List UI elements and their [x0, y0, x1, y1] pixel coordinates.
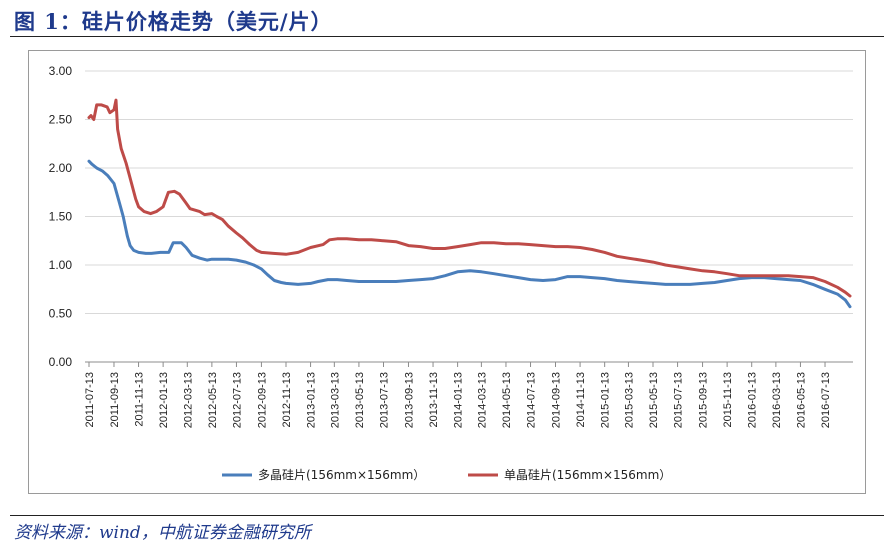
x-tick-label: 2012-01-13: [158, 372, 170, 428]
x-tick-label: 2015-01-13: [600, 372, 612, 428]
x-tick-label: 2013-01-13: [306, 372, 318, 428]
axes: [85, 361, 853, 367]
x-tick-labels: 2011-07-13 2011-09-13 2011-11-13 2012-01-13…: [84, 372, 832, 428]
series-line-poly: [87, 159, 852, 309]
x-tick-label: 2014-11-13: [575, 372, 587, 427]
x-tick-label: 2011-09-13: [109, 372, 121, 427]
source-label: 资料来源：: [14, 523, 99, 543]
x-tick-label: 2012-07-13: [231, 372, 243, 428]
source-rule: [10, 515, 884, 516]
y-tick-label: 0.50: [49, 307, 73, 321]
x-tick-label: 2016-01-13: [747, 372, 759, 428]
gridlines: [85, 70, 853, 314]
x-tick-label: 2015-07-13: [673, 372, 685, 428]
x-tick-label: 2016-07-13: [820, 372, 832, 428]
x-tick-label: 2011-11-13: [134, 372, 146, 427]
y-tick-label: 2.50: [49, 113, 73, 127]
legend: 多晶硅片(156mm×156mm） 单晶硅片(156mm×156mm）: [222, 468, 671, 482]
x-tick-label: 2014-07-13: [526, 372, 538, 428]
x-tick-label: 2015-05-13: [648, 372, 660, 428]
x-tick-label: 2014-09-13: [551, 372, 563, 428]
x-tick-label: 2012-11-13: [281, 372, 293, 427]
x-tick-label: 2012-03-13: [182, 372, 194, 428]
x-tick-label: 2014-01-13: [453, 372, 465, 428]
x-tick-label: 2014-05-13: [501, 372, 513, 428]
x-tick-label: 2015-11-13: [722, 372, 734, 427]
y-tick-labels: 3.00 2.50 2.00 1.50 1.00 0.50 0.00: [49, 64, 73, 369]
title-rule: [10, 36, 884, 37]
x-tick-label: 2012-09-13: [256, 372, 268, 428]
x-tick-label: 2012-05-13: [207, 372, 219, 428]
y-tick-label: 1.50: [49, 210, 73, 224]
source-note: 资料来源：wind，中航证券金融研究所: [14, 518, 311, 543]
x-tick-label: 2015-09-13: [698, 372, 710, 428]
x-tick-label: 2016-03-13: [771, 372, 783, 428]
series-lines: [87, 98, 852, 309]
y-tick-label: 1.00: [49, 258, 73, 272]
y-tick-label: 0.00: [49, 355, 73, 369]
source-text: wind，中航证券金融研究所: [99, 523, 311, 543]
x-tick-label: 2013-05-13: [354, 372, 366, 428]
x-tick-label: 2013-03-13: [329, 372, 341, 428]
x-tick-label: 2013-09-13: [403, 372, 415, 428]
legend-label: 单晶硅片(156mm×156mm）: [504, 468, 671, 482]
x-tick-label: 2014-03-13: [476, 372, 488, 428]
chart-frame: [28, 50, 866, 494]
series-line-mono: [87, 98, 852, 298]
x-tick-label: 2013-07-13: [378, 372, 390, 428]
x-tick-label: 2013-11-13: [428, 372, 440, 427]
legend-label: 多晶硅片(156mm×156mm）: [258, 468, 425, 482]
figure-title: 图 1：硅片价格走势（美元/片）: [14, 9, 333, 34]
x-tick-label: 2016-05-13: [795, 372, 807, 428]
y-tick-label: 2.00: [49, 161, 73, 175]
x-tick-label: 2011-07-13: [84, 372, 96, 427]
y-tick-label: 3.00: [49, 64, 73, 78]
x-tick-label: 2015-03-13: [623, 372, 635, 428]
